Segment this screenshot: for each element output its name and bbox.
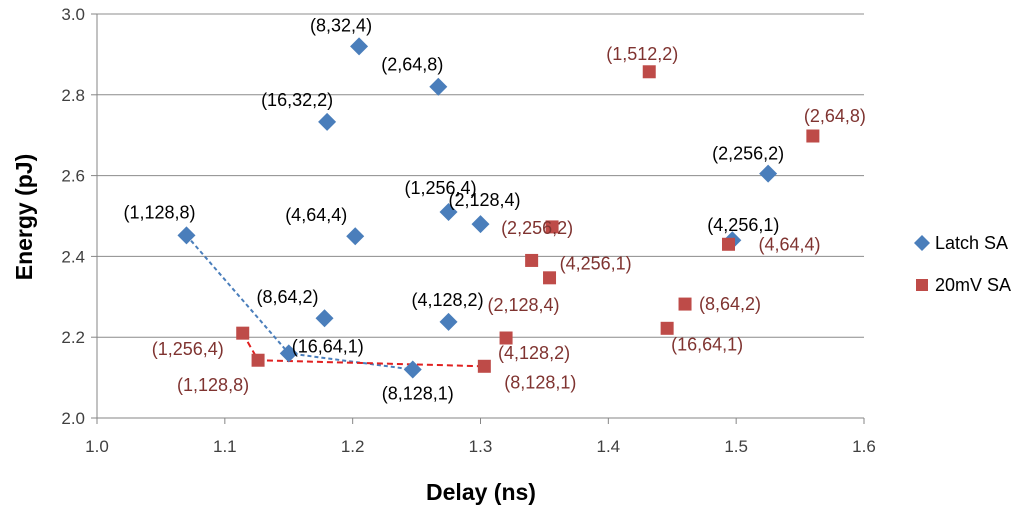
mv-sa-point — [525, 253, 539, 267]
latch-sa-point — [759, 164, 778, 183]
latch-sa-point — [471, 215, 490, 234]
legend-label-latch: Latch SA — [935, 233, 1008, 253]
x-axis-title: Delay (ns) — [426, 479, 536, 505]
mv-sa-point — [499, 331, 513, 345]
y-tick-label: 2.4 — [61, 247, 85, 266]
legend: Latch SA 20mV SA — [914, 233, 1011, 295]
latch-sa-point — [403, 360, 422, 379]
mv-point-label: (2,256,2) — [501, 218, 573, 238]
latch-sa-point — [439, 202, 458, 221]
mv-point-label: (8,64,2) — [699, 294, 761, 314]
x-tick-label: 1.2 — [341, 437, 365, 456]
gridlines — [91, 13, 865, 424]
latch-point-label: (8,128,1) — [382, 384, 454, 404]
latch-point-label: (1,256,4) — [405, 178, 477, 198]
mv-point-label: (8,128,1) — [504, 372, 576, 392]
mv-sa-point — [806, 129, 820, 143]
latch-point-label: (8,32,4) — [310, 15, 372, 35]
latch-point-label: (16,32,2) — [261, 90, 333, 110]
mv-sa-point — [543, 271, 557, 285]
mv-point-label: (2,64,8) — [804, 106, 866, 126]
y-axis-title: Energy (pJ) — [11, 154, 37, 281]
latch-sa-point — [315, 309, 334, 328]
point-labels: (8,32,4) (2,64,8) (16,32,2) (2,256,2) (1,256… — [123, 15, 865, 403]
mv-sa-point — [660, 321, 674, 335]
mv-sa-point — [477, 359, 491, 373]
legend-diamond-marker — [914, 235, 930, 251]
mv-sa-point — [678, 297, 692, 311]
mv-sa-point — [721, 237, 735, 251]
mv-point-label: (1,128,8) — [177, 375, 249, 395]
latch-point-label: (2,128,4) — [448, 190, 520, 210]
latch-sa-point — [318, 112, 337, 131]
x-tick-label: 1.1 — [213, 437, 237, 456]
legend-label-mv: 20mV SA — [935, 275, 1011, 295]
latch-sa-point — [429, 77, 448, 96]
y-tick-label: 3.0 — [61, 5, 85, 24]
x-tick-label: 1.4 — [597, 437, 621, 456]
y-tick-label: 2.8 — [61, 86, 85, 105]
y-tick-label: 2.0 — [61, 409, 85, 428]
mv-point-label: (1,512,2) — [606, 44, 678, 64]
mv-point-label: (4,128,2) — [498, 343, 570, 363]
mv-sa-point — [642, 65, 656, 79]
latch-point-label: (1,128,8) — [123, 202, 195, 222]
mv-sa-point — [545, 220, 559, 234]
latch-point-label: (2,256,2) — [712, 144, 784, 164]
latch-point-label: (4,128,2) — [412, 290, 484, 310]
latch-sa-point — [177, 226, 196, 245]
y-tick-label: 2.6 — [61, 167, 85, 186]
latch-sa-point — [346, 227, 365, 246]
mv-sa-point — [236, 326, 250, 340]
latch-point-label: (4,256,1) — [707, 215, 779, 235]
latch-point-label: (16,64,1) — [292, 336, 364, 356]
mv-point-label: (16,64,1) — [671, 334, 743, 354]
y-tick-label: 2.2 — [61, 328, 85, 347]
latch-point-label: (8,64,2) — [257, 287, 319, 307]
latch-sa-point — [350, 37, 369, 56]
axis-ticks: 2.0 2.2 2.4 2.6 2.8 3.0 1.0 1.1 1.2 1.3 1.4 1.5 1.6 — [61, 5, 875, 456]
x-tick-label: 1.3 — [469, 437, 493, 456]
x-tick-label: 1.0 — [85, 437, 109, 456]
x-tick-label: 1.5 — [724, 437, 748, 456]
latch-point-label: (4,64,4) — [285, 205, 347, 225]
x-tick-label: 1.6 — [852, 437, 876, 456]
mv-sa-point — [251, 353, 265, 367]
legend-square-marker — [916, 279, 928, 291]
data-markers — [177, 37, 820, 379]
mv-point-label: (2,128,4) — [488, 295, 560, 315]
latch-point-label: (2,64,8) — [381, 55, 443, 75]
mv-point-label: (1,256,4) — [152, 339, 224, 359]
latch-sa-point — [279, 344, 298, 363]
latch-sa-point — [439, 312, 458, 331]
mv-point-label: (4,64,4) — [758, 234, 820, 254]
mv-point-label: (4,256,1) — [560, 253, 632, 273]
